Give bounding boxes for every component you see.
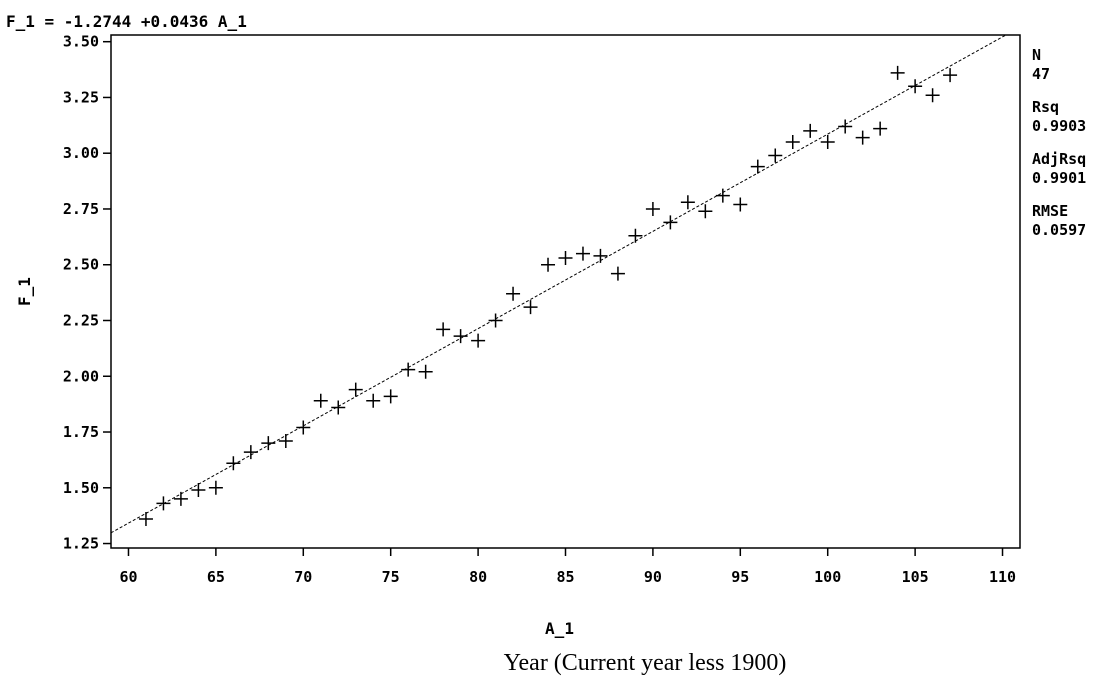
y-tick-label: 1.25 — [63, 535, 99, 553]
data-point — [418, 364, 433, 379]
data-point — [803, 123, 818, 138]
data-point — [785, 135, 800, 150]
data-point — [331, 400, 346, 415]
data-point — [925, 88, 940, 103]
y-tick-label: 2.75 — [63, 200, 99, 218]
x-tick-label: 100 — [814, 568, 841, 586]
data-points — [138, 65, 958, 527]
x-axis-label: A_1 — [545, 619, 574, 638]
data-point — [890, 65, 905, 80]
data-point — [208, 480, 223, 495]
x-tick-label: 95 — [731, 568, 749, 586]
x-tick-label: 70 — [294, 568, 312, 586]
y-tick-label: 3.50 — [63, 33, 99, 51]
data-point — [558, 251, 573, 266]
data-point — [680, 195, 695, 210]
data-point — [855, 130, 870, 145]
x-tick-label: 65 — [207, 568, 225, 586]
data-point — [943, 68, 958, 83]
regression-plot: F_1 = -1.2744 +0.0436 A_1 1.25 1.50 1.75 2.… — [6, 12, 1086, 638]
x-tick-label: 110 — [989, 568, 1016, 586]
fit-line — [110, 34, 1007, 534]
data-point — [541, 257, 556, 272]
data-point — [156, 496, 171, 511]
data-point — [436, 322, 451, 337]
data-point — [191, 483, 206, 498]
data-point — [873, 121, 888, 136]
y-tick-label: 1.75 — [63, 423, 99, 441]
data-point — [523, 300, 538, 315]
y-tick-label: 2.50 — [63, 256, 99, 274]
data-point — [733, 197, 748, 212]
data-point — [663, 215, 678, 230]
data-point — [261, 436, 276, 451]
data-point — [506, 286, 521, 301]
y-tick-label: 1.50 — [63, 479, 99, 497]
data-point — [750, 159, 765, 174]
stat-value: 47 — [1032, 65, 1050, 83]
data-point — [645, 201, 660, 216]
stat-value: 0.9901 — [1032, 169, 1086, 187]
data-point — [698, 204, 713, 219]
plot-area — [110, 34, 1007, 534]
x-tick-label: 75 — [382, 568, 400, 586]
data-point — [138, 512, 153, 527]
data-point — [820, 135, 835, 150]
y-tick-label: 2.25 — [63, 311, 99, 329]
data-point — [401, 362, 416, 377]
data-point — [296, 420, 311, 435]
data-point — [383, 389, 398, 404]
x-axis-caption: Year (Current year less 1900) — [503, 650, 787, 676]
y-axis-label: F_1 — [15, 277, 34, 306]
plot-frame — [110, 34, 1021, 549]
data-point — [593, 248, 608, 263]
data-point — [226, 456, 241, 471]
stat-label: AdjRsq — [1032, 150, 1086, 168]
data-point — [173, 491, 188, 506]
data-point — [471, 333, 486, 348]
data-point — [610, 266, 625, 281]
data-point — [313, 393, 328, 408]
x-tick-label: 85 — [556, 568, 574, 586]
data-point — [628, 228, 643, 243]
data-point — [453, 329, 468, 344]
data-point — [366, 393, 381, 408]
y-tick-label: 3.00 — [63, 144, 99, 162]
stat-value: 0.0597 — [1032, 221, 1086, 239]
data-point — [278, 433, 293, 448]
stat-value: 0.9903 — [1032, 117, 1086, 135]
data-point — [715, 188, 730, 203]
x-tick-label: 90 — [644, 568, 662, 586]
y-tick-label: 2.00 — [63, 367, 99, 385]
y-tick-label: 3.25 — [63, 88, 99, 106]
data-point — [488, 313, 503, 328]
data-point — [838, 119, 853, 134]
stat-label: Rsq — [1032, 98, 1059, 116]
x-tick-label: 105 — [902, 568, 929, 586]
fit-equation: F_1 = -1.2744 +0.0436 A_1 — [6, 12, 247, 31]
data-point — [243, 445, 258, 460]
x-axis: 60 65 70 75 80 85 90 95 100 105 110 — [119, 548, 1016, 586]
data-point — [348, 382, 363, 397]
stat-label: N — [1032, 46, 1041, 64]
x-tick-label: 60 — [119, 568, 137, 586]
stat-label: RMSE — [1032, 202, 1068, 220]
y-axis: 1.25 1.50 1.75 2.00 2.25 2.50 2.75 3.00 3.25 3.50 — [63, 33, 111, 553]
x-tick-label: 80 — [469, 568, 487, 586]
data-point — [908, 79, 923, 94]
data-point — [768, 148, 783, 163]
data-point — [575, 246, 590, 261]
